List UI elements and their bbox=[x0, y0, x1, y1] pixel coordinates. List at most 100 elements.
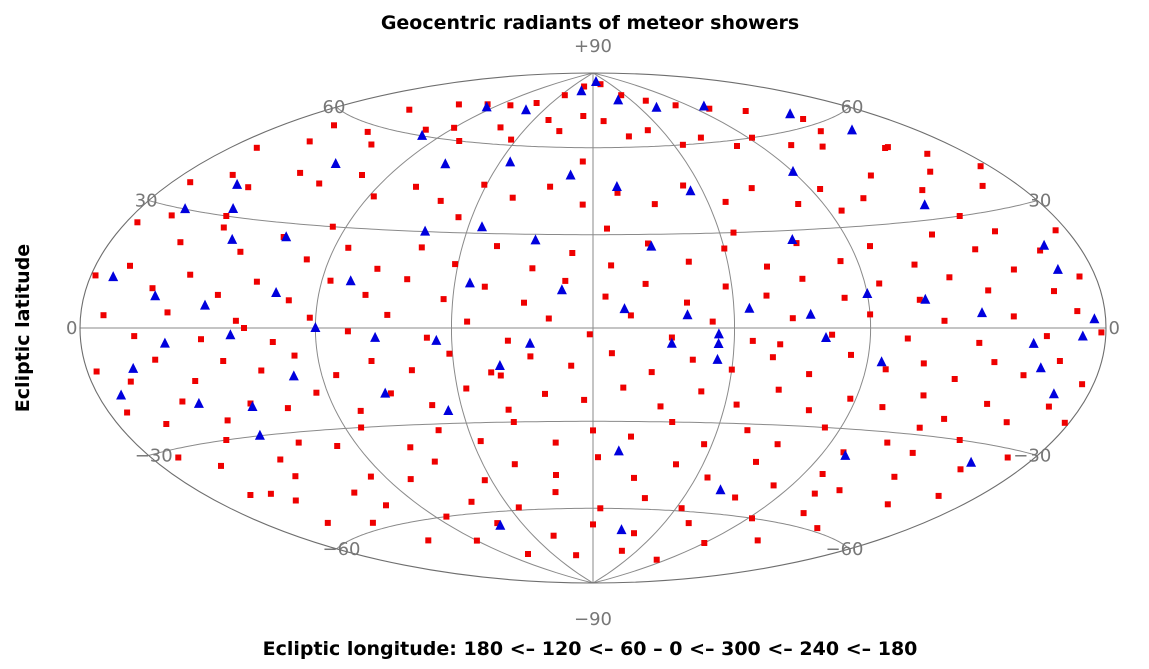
square-point bbox=[669, 419, 676, 425]
square-point bbox=[509, 194, 516, 201]
square-point bbox=[648, 369, 655, 376]
square-point bbox=[1052, 227, 1059, 234]
triangle-point bbox=[530, 234, 541, 245]
square-point bbox=[505, 406, 512, 413]
square-point bbox=[550, 532, 557, 539]
square-point bbox=[579, 201, 586, 208]
triangle-point bbox=[380, 387, 391, 398]
triangle-point bbox=[116, 389, 127, 400]
square-point bbox=[258, 367, 265, 374]
left-tick-label: 30 bbox=[1028, 191, 1051, 212]
square-point bbox=[685, 520, 692, 527]
triangle-point bbox=[788, 165, 798, 176]
triangle-point bbox=[1039, 239, 1050, 250]
square-point bbox=[927, 168, 934, 175]
square-point bbox=[763, 292, 770, 299]
square-point bbox=[840, 449, 847, 456]
triangle-point bbox=[785, 108, 796, 119]
square-point bbox=[673, 461, 679, 468]
triangle-point bbox=[666, 337, 677, 348]
square-point bbox=[916, 296, 923, 303]
right-tick-label: 30 bbox=[135, 191, 158, 212]
square-point bbox=[306, 314, 313, 321]
triangle-point bbox=[477, 221, 487, 232]
square-point bbox=[774, 441, 781, 448]
square-point bbox=[799, 275, 806, 282]
square-point bbox=[817, 128, 824, 135]
square-point bbox=[698, 388, 705, 395]
square-point bbox=[369, 519, 376, 526]
triangle-point bbox=[685, 185, 696, 196]
square-point bbox=[127, 262, 133, 269]
square-point bbox=[344, 328, 351, 335]
triangle-point bbox=[651, 101, 662, 112]
triangle-point bbox=[281, 231, 292, 242]
square-point bbox=[819, 143, 826, 150]
square-point bbox=[684, 299, 690, 306]
square-point bbox=[368, 141, 375, 148]
triangle-point bbox=[591, 76, 601, 86]
triangle-point bbox=[977, 307, 987, 318]
square-point bbox=[732, 494, 739, 501]
square-point bbox=[672, 102, 679, 109]
right-tick-label: 0 bbox=[66, 318, 77, 339]
square-point bbox=[494, 243, 500, 250]
square-point bbox=[679, 141, 686, 148]
square-point bbox=[668, 334, 675, 341]
square-point bbox=[511, 461, 518, 468]
data-points bbox=[92, 76, 1105, 563]
square-point bbox=[357, 407, 364, 414]
square-point bbox=[924, 150, 931, 157]
triangle-point bbox=[840, 449, 851, 460]
square-point bbox=[811, 490, 818, 497]
square-point bbox=[742, 108, 749, 114]
square-point bbox=[709, 318, 716, 325]
graticule-longitude-line bbox=[592, 72, 872, 584]
square-point bbox=[406, 106, 413, 113]
right-tick-label: −60 bbox=[323, 539, 361, 560]
square-point bbox=[292, 473, 299, 480]
square-point bbox=[220, 224, 227, 231]
square-point bbox=[653, 556, 660, 563]
square-point bbox=[956, 437, 963, 443]
square-point bbox=[946, 274, 953, 281]
square-point bbox=[678, 505, 685, 512]
square-point bbox=[569, 250, 576, 256]
square-point bbox=[387, 390, 394, 397]
square-point bbox=[788, 142, 795, 149]
square-point bbox=[92, 272, 99, 279]
square-point bbox=[93, 368, 100, 375]
triangle-point bbox=[288, 370, 299, 381]
square-point bbox=[247, 400, 254, 407]
square-point bbox=[384, 311, 391, 318]
right-tick-labels: 60 30 0 −30 −60 bbox=[66, 97, 361, 560]
triangle-point bbox=[712, 353, 723, 364]
triangle-point bbox=[565, 169, 576, 180]
square-point bbox=[504, 337, 511, 344]
square-point bbox=[627, 312, 634, 319]
square-point bbox=[1098, 329, 1105, 336]
square-point bbox=[285, 297, 292, 304]
square-point bbox=[218, 462, 224, 469]
square-point bbox=[362, 291, 369, 298]
square-point bbox=[408, 367, 415, 374]
square-point bbox=[645, 240, 651, 247]
square-point bbox=[837, 258, 844, 265]
square-point bbox=[769, 354, 776, 361]
square-point bbox=[795, 201, 802, 207]
square-point bbox=[404, 276, 411, 283]
square-point bbox=[935, 492, 942, 499]
square-point bbox=[164, 309, 171, 316]
triangle-point bbox=[128, 362, 139, 373]
square-point bbox=[552, 439, 559, 446]
square-point bbox=[175, 454, 182, 461]
square-point bbox=[579, 158, 586, 165]
square-point bbox=[497, 372, 504, 379]
square-point bbox=[884, 439, 891, 446]
left-tick-label: 0 bbox=[1109, 318, 1120, 339]
square-point bbox=[604, 225, 610, 232]
square-point bbox=[704, 474, 711, 481]
square-point bbox=[510, 419, 517, 425]
square-point bbox=[446, 350, 453, 357]
square-point bbox=[734, 143, 740, 149]
